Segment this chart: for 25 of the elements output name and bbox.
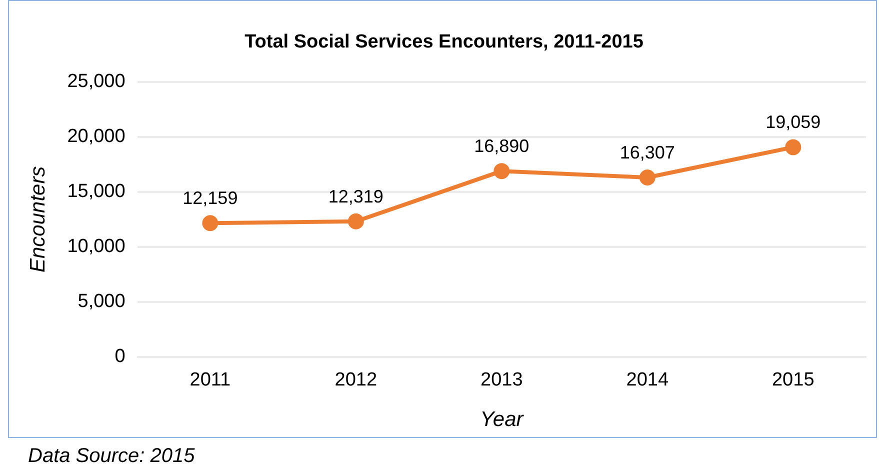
source-note: Data Source: 2015 (28, 445, 195, 468)
x-tick-label: 2015 (772, 370, 814, 391)
y-tick-label: 20,000 (67, 126, 126, 148)
point (202, 215, 218, 232)
data-label: 12,159 (182, 188, 238, 208)
chart-title: Total Social Services Encounters, 2011-2015 (244, 32, 644, 53)
x-tick-label: 2013 (480, 370, 523, 391)
data-label: 16,307 (620, 142, 675, 162)
data-label: 16,890 (474, 136, 530, 156)
y-tick-label: 10,000 (67, 236, 126, 258)
data-label: 19,059 (766, 112, 821, 132)
y-tick-label: 5,000 (78, 291, 126, 312)
x-tick-label: 2014 (626, 370, 669, 391)
point (348, 213, 364, 230)
y-tick-label: 0 (114, 346, 126, 368)
x-axis-title: Year (480, 408, 524, 432)
data-label: 12,319 (328, 186, 384, 206)
point (494, 163, 510, 180)
y-tick-label: 25,000 (67, 71, 126, 92)
point (785, 139, 802, 156)
point (639, 169, 656, 186)
x-tick-label: 2012 (334, 370, 378, 391)
x-tick-label: 2011 (190, 370, 231, 391)
y-tick-label: 15,000 (67, 181, 126, 202)
y-axis-title: Encounters (26, 166, 50, 273)
